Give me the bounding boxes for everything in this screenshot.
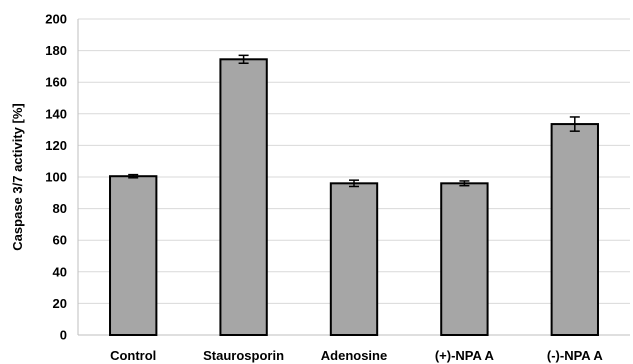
y-tick-label: 180	[45, 43, 67, 58]
y-tick-label: 120	[45, 138, 67, 153]
bar-3	[440, 182, 489, 336]
y-tick-label: 140	[45, 106, 67, 121]
y-axis-ticks: 0 20 40 60 80 100 120 140 160 180 200	[45, 12, 67, 343]
y-tick-label: 80	[53, 201, 67, 216]
x-axis-category-labels: Control Staurosporin Adenosine (+)-NPA A (-)…	[110, 348, 603, 363]
x-category-label: (-)-NPA A	[547, 348, 603, 363]
error-bars	[128, 54, 580, 188]
error-bar-3	[459, 180, 470, 187]
y-axis-label: Caspase 3/7 activity [%]	[10, 103, 25, 250]
y-tick-label: 100	[45, 170, 67, 185]
gridlines	[78, 18, 630, 304]
bars	[109, 58, 599, 336]
bar-0	[109, 175, 158, 336]
x-category-label: (+)-NPA A	[435, 348, 495, 363]
y-tick-label: 200	[45, 12, 67, 27]
x-category-label: Control	[110, 348, 156, 363]
y-tick-label: 40	[53, 264, 67, 279]
error-bar-2	[349, 179, 359, 188]
bar-1	[219, 58, 268, 336]
x-category-label: Adenosine	[321, 348, 387, 363]
bar-4	[550, 123, 599, 336]
error-bar-1	[238, 54, 249, 64]
y-tick-label: 60	[53, 233, 67, 248]
bar-2	[329, 182, 379, 336]
error-bar-4	[569, 116, 580, 132]
y-tick-label: 20	[53, 296, 67, 311]
x-category-label: Staurosporin	[203, 348, 284, 363]
y-tick-label: 0	[60, 328, 67, 343]
y-tick-label: 160	[45, 75, 67, 90]
error-bar-0	[128, 173, 139, 179]
